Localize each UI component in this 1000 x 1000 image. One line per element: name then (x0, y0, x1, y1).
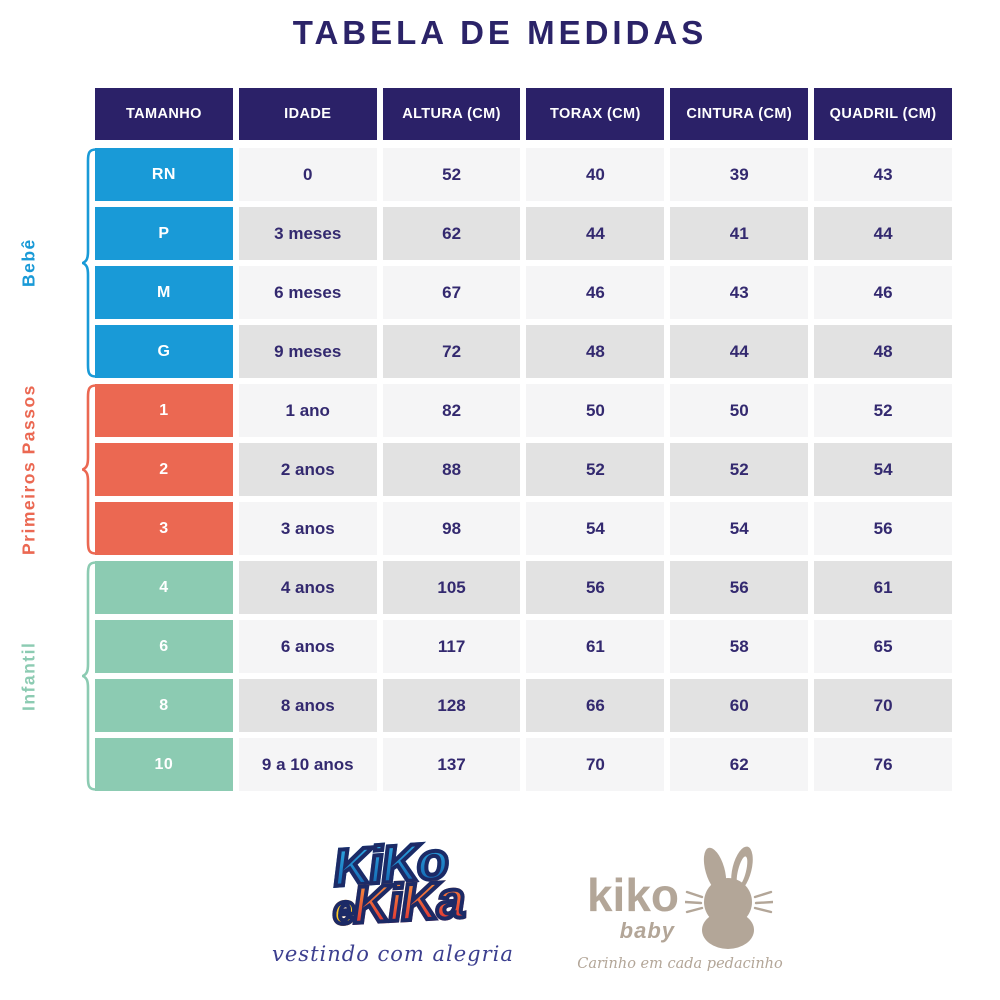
value-cell: 52 (814, 384, 952, 437)
column-header: CINTURA (CM) (670, 88, 809, 140)
column-header: QUADRIL (CM) (814, 88, 952, 140)
value-cell: 56 (670, 561, 809, 614)
group-label: Bebê (18, 238, 39, 288)
value-cell: 52 (526, 443, 665, 496)
value-cell: 76 (814, 738, 952, 791)
size-cell: 3 (95, 502, 233, 555)
value-cell: 44 (814, 207, 952, 260)
kiko-e-kika-logo: KiKo eKiKa vestindo com alegria (272, 830, 514, 966)
table-header-row: TAMANHO IDADE ALTURA (CM) TORAX (CM) CINTURA… (95, 88, 952, 140)
value-cell: 56 (814, 502, 952, 555)
column-header: ALTURA (CM) (382, 88, 521, 140)
bunny-icon (685, 846, 774, 949)
value-cell: 39 (670, 148, 809, 201)
value-cell: 4 anos (238, 561, 377, 614)
size-cell: 10 (95, 738, 233, 791)
value-cell: 46 (526, 266, 665, 319)
value-cell: 50 (526, 384, 665, 437)
value-cell: 58 (670, 620, 809, 673)
column-header: IDADE (238, 88, 377, 140)
value-cell: 43 (670, 266, 809, 319)
kiko-baby-sub: baby (619, 918, 676, 943)
value-cell: 44 (526, 207, 665, 260)
value-cell: 70 (526, 738, 665, 791)
size-cell: M (95, 266, 233, 319)
value-cell: 128 (382, 679, 521, 732)
value-cell: 40 (526, 148, 665, 201)
value-cell: 44 (670, 325, 809, 378)
value-cell: 72 (382, 325, 521, 378)
page-title: TABELA DE MEDIDAS (292, 14, 708, 51)
value-cell: 62 (670, 738, 809, 791)
value-cell: 137 (382, 738, 521, 791)
kiko-baby-wordmark: kiko baby (586, 868, 680, 950)
value-cell: 82 (382, 384, 521, 437)
value-cell: 8 anos (238, 679, 377, 732)
value-cell: 67 (382, 266, 521, 319)
column-header: TAMANHO (95, 88, 233, 140)
value-cell: 6 anos (238, 620, 377, 673)
value-cell: 98 (382, 502, 521, 555)
measurements-table: TAMANHO IDADE ALTURA (CM) TORAX (CM) CINTURA… (95, 88, 952, 791)
size-cell: G (95, 325, 233, 378)
value-cell: 43 (814, 148, 952, 201)
size-cell: 1 (95, 384, 233, 437)
value-cell: 61 (814, 561, 952, 614)
value-cell: 41 (670, 207, 809, 260)
value-cell: 60 (670, 679, 809, 732)
value-cell: 65 (814, 620, 952, 673)
value-cell: 3 meses (238, 207, 377, 260)
value-cell: 3 anos (238, 502, 377, 555)
value-cell: 48 (814, 325, 952, 378)
value-cell: 52 (670, 443, 809, 496)
size-cell: P (95, 207, 233, 260)
group-label: Infantil (18, 641, 39, 711)
kiko-baby-tagline: Carinho em cada pedacinho (577, 956, 783, 972)
value-cell: 9 meses (238, 325, 377, 378)
value-cell: 70 (814, 679, 952, 732)
size-cell: RN (95, 148, 233, 201)
value-cell: 61 (526, 620, 665, 673)
value-cell: 50 (670, 384, 809, 437)
kiko-baby-name: kiko (586, 868, 680, 921)
value-cell: 9 a 10 anos (238, 738, 377, 791)
size-cell: 4 (95, 561, 233, 614)
value-cell: 105 (382, 561, 521, 614)
value-cell: 46 (814, 266, 952, 319)
value-cell: 54 (526, 502, 665, 555)
value-cell: 48 (526, 325, 665, 378)
size-cell: 8 (95, 679, 233, 732)
kiko-baby-logo: kiko baby (570, 846, 790, 972)
value-cell: 2 anos (238, 443, 377, 496)
size-cell: 2 (95, 443, 233, 496)
value-cell: 54 (814, 443, 952, 496)
group-label: Primeiros Passos (18, 384, 39, 555)
connector-letter: e (330, 886, 357, 935)
kika-word: KiKa (349, 869, 466, 937)
value-cell: 54 (670, 502, 809, 555)
table-body: RN 0 52 40 39 43 P 3 meses 62 44 41 44 M 6 meses 67 46 4… (95, 148, 952, 791)
value-cell: 56 (526, 561, 665, 614)
value-cell: 0 (238, 148, 377, 201)
value-cell: 117 (382, 620, 521, 673)
size-cell: 6 (95, 620, 233, 673)
kiko-kika-tagline: vestindo com alegria (272, 941, 514, 966)
value-cell: 66 (526, 679, 665, 732)
value-cell: 52 (382, 148, 521, 201)
value-cell: 62 (382, 207, 521, 260)
value-cell: 6 meses (238, 266, 377, 319)
kiko-baby-mark: kiko baby (570, 846, 790, 950)
value-cell: 88 (382, 443, 521, 496)
value-cell: 1 ano (238, 384, 377, 437)
column-header: TORAX (CM) (526, 88, 665, 140)
